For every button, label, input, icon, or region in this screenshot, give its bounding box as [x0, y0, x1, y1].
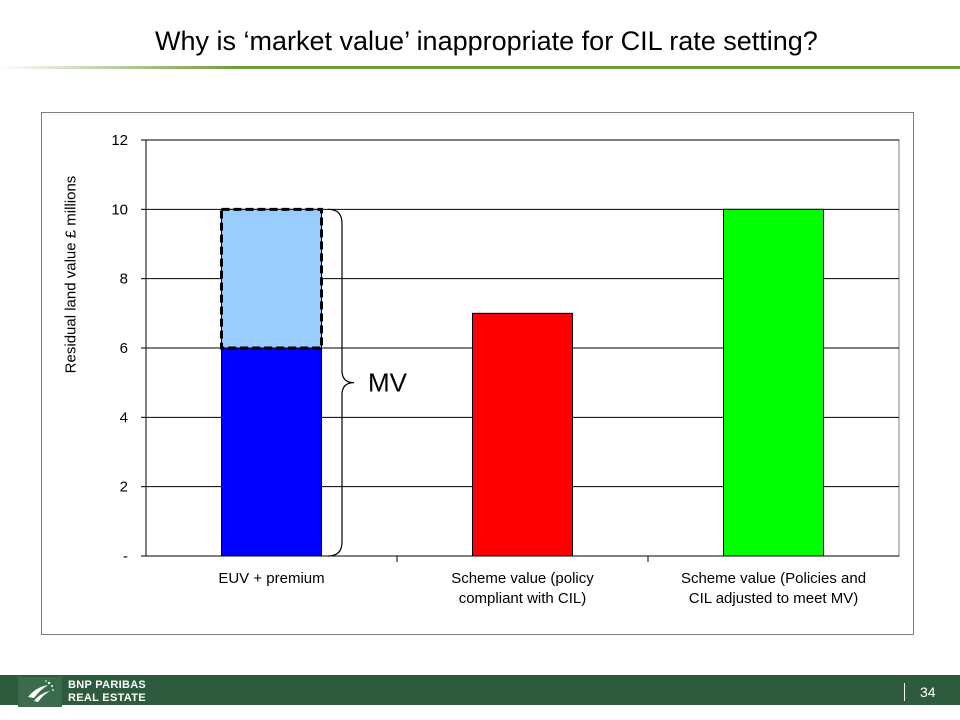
- x-tick-label: EUV + premium: [218, 570, 324, 587]
- y-tick-label: 12: [111, 132, 128, 149]
- footer-bar: [0, 675, 960, 705]
- brand-line-2: REAL ESTATE: [68, 692, 146, 704]
- y-tick-label: 4: [120, 409, 128, 426]
- x-tick-label: CIL adjusted to meet MV): [689, 590, 859, 607]
- y-tick-label: 8: [120, 271, 128, 288]
- y-tick-label: 2: [120, 479, 128, 496]
- brand-line-1: BNP PARIBAS: [68, 679, 147, 691]
- y-tick-label: -: [123, 548, 128, 565]
- bnp-paribas-logo-icon: [18, 677, 62, 707]
- slide-title: Why is ‘market value’ inappropriate for …: [155, 26, 818, 56]
- y-tick-label: 10: [111, 201, 128, 218]
- x-tick-label: Scheme value (policy: [451, 570, 594, 587]
- bar-2-1: [221, 208, 322, 349]
- y-axis-label: Residual land value £ millions: [62, 175, 80, 374]
- mv-annotation: MV: [368, 368, 408, 398]
- x-tick-label: compliant with CIL): [459, 590, 587, 607]
- page-separator: [904, 683, 905, 701]
- title-rule: [0, 66, 960, 69]
- bar-1-2: [472, 312, 573, 557]
- page-number: 34: [920, 684, 936, 700]
- bar-1-3: [723, 208, 824, 557]
- y-tick-label: 6: [120, 340, 128, 357]
- bar-1-1: [221, 347, 322, 557]
- mv-brace: [327, 208, 355, 557]
- premium-dashed-outline: [220, 207, 323, 350]
- x-tick-label: Scheme value (Policies and: [681, 570, 866, 587]
